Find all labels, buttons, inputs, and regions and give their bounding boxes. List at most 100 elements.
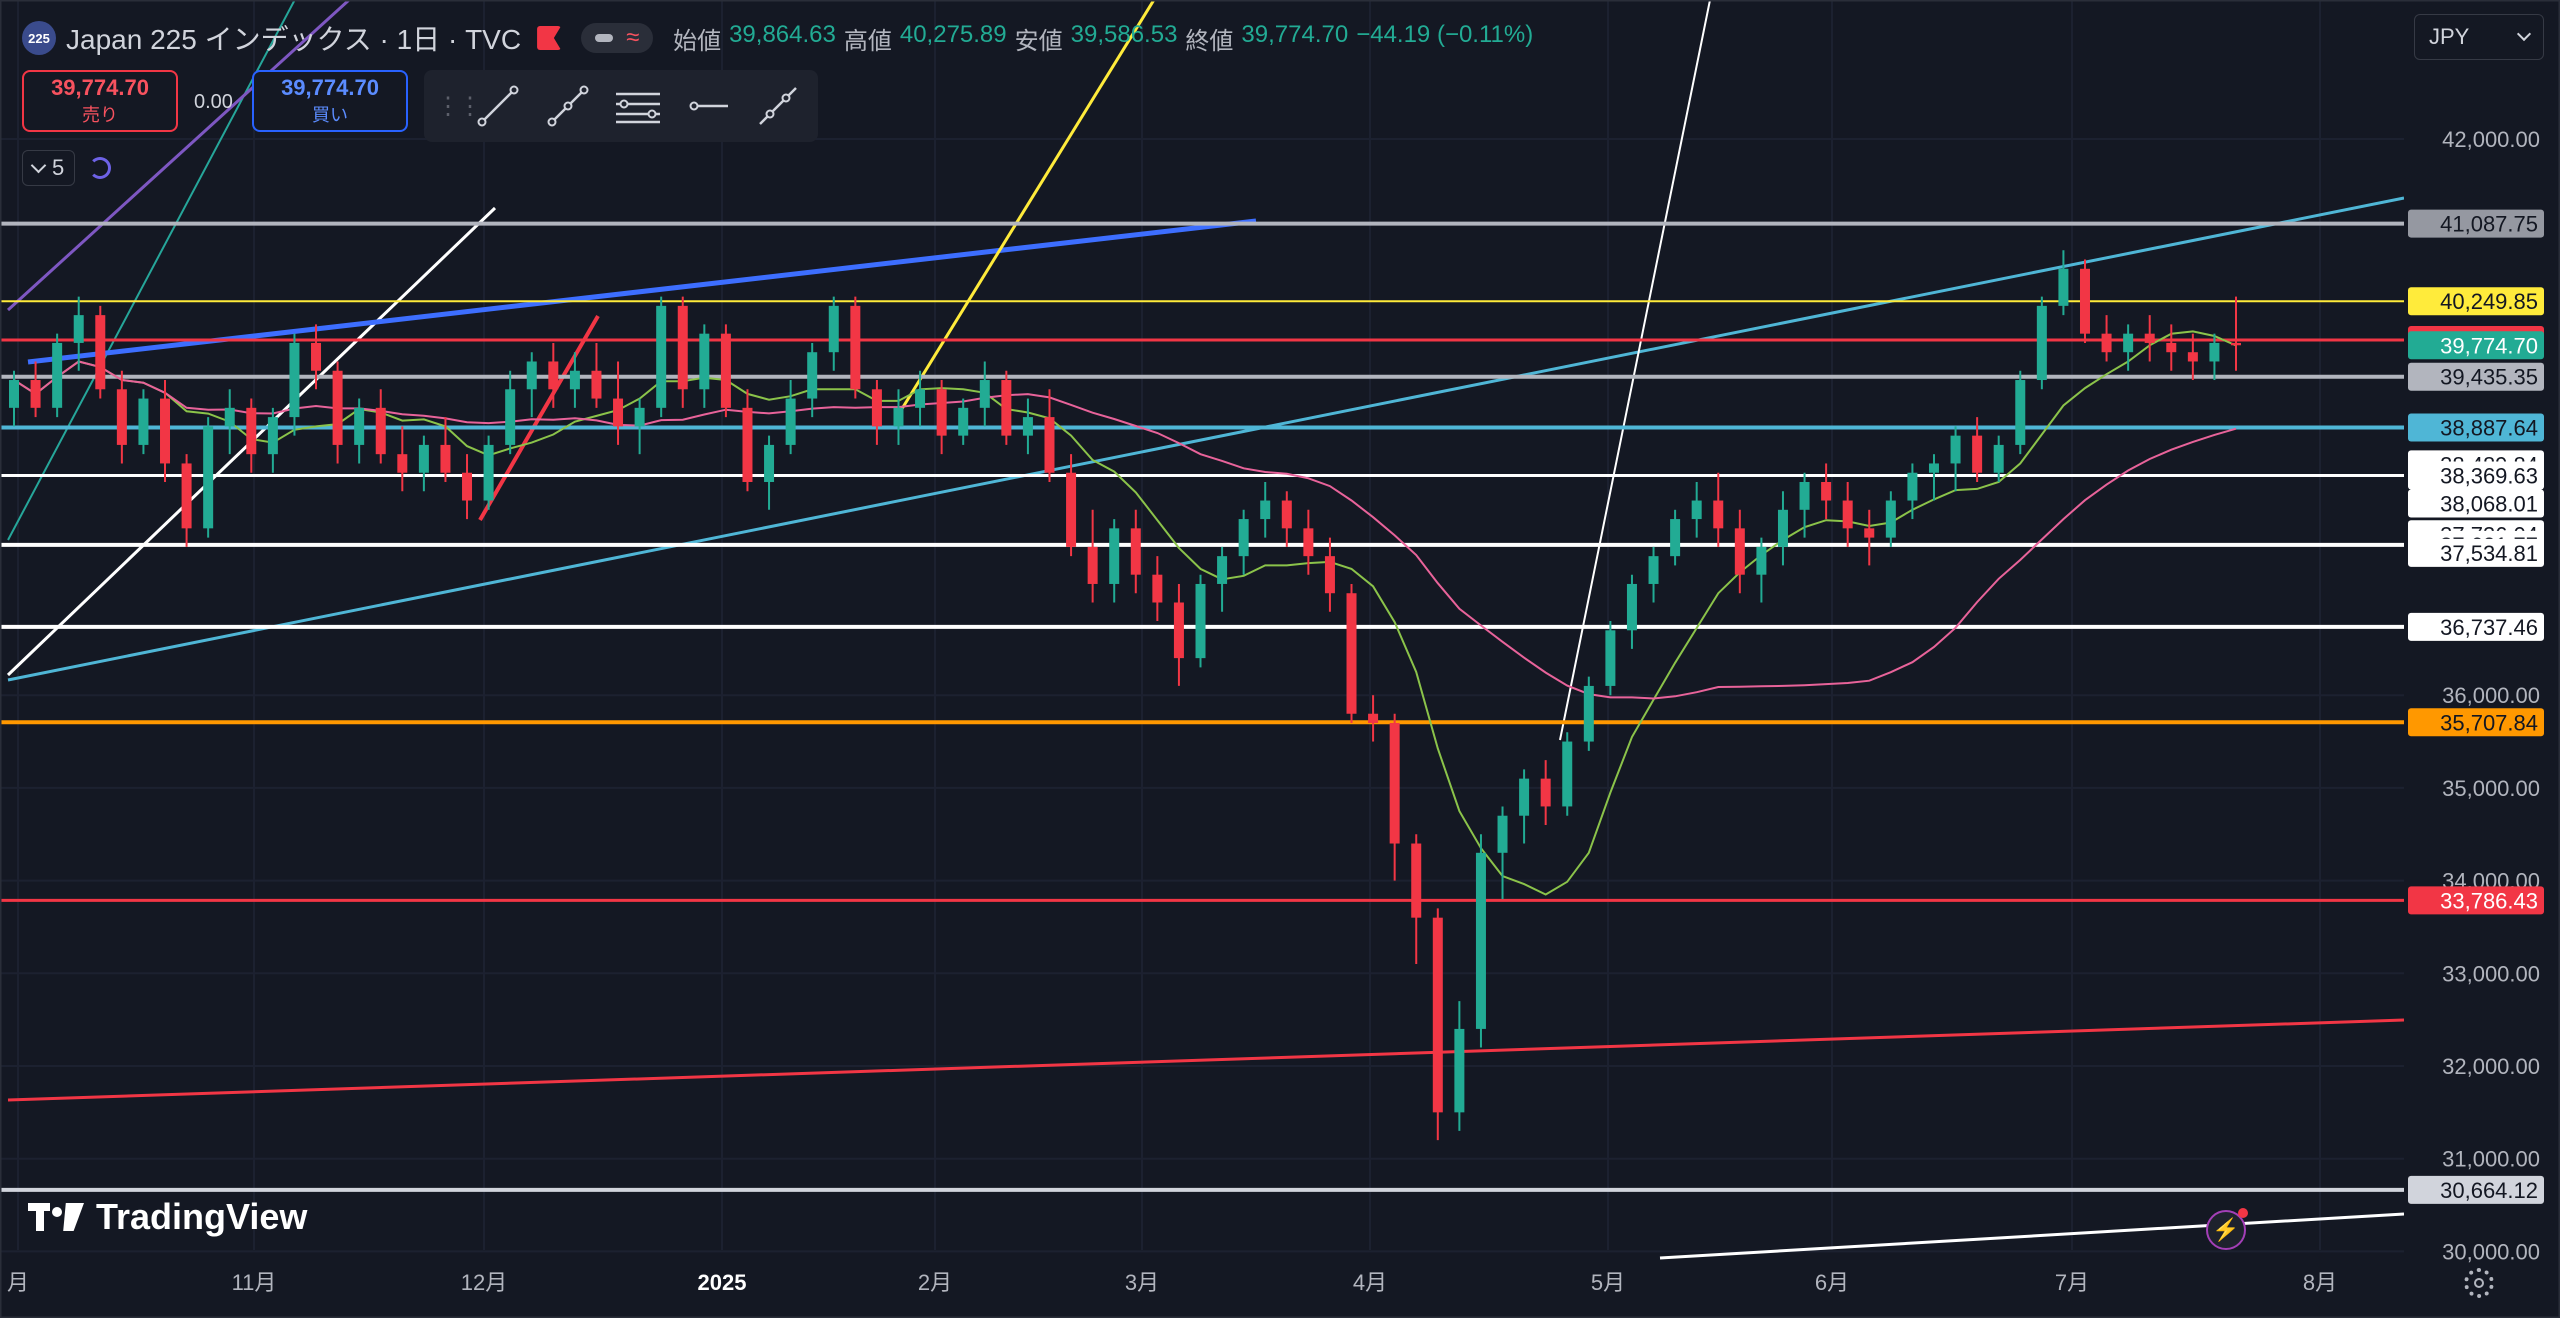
candle-body (1475, 852, 1486, 1029)
candle-body (1734, 528, 1745, 575)
candle-body (915, 389, 926, 408)
time-tick-label: 4月 (1353, 1270, 1387, 1295)
buy-price: 39,774.70 (281, 75, 379, 100)
candle-body (742, 407, 753, 482)
sync-icon[interactable] (89, 157, 112, 179)
candle-body (267, 417, 278, 455)
symbol-badge: 225 (22, 21, 56, 55)
spread-value: 0.00 (194, 91, 233, 113)
price-label: 38,369.63 (2440, 464, 2538, 489)
trend-line (1559, 0, 1711, 741)
price-label: 39,435.35 (2440, 365, 2538, 390)
price-label: 40,249.85 (2440, 289, 2538, 314)
indicator-count: 5 (52, 155, 65, 180)
candle-body (246, 407, 257, 455)
drawing-toolbar: ⋮⋮ (424, 70, 818, 142)
multi-point-line-tool[interactable] (540, 78, 596, 134)
candle-body (1605, 630, 1616, 686)
candle-body (1519, 778, 1530, 816)
candle-body (2036, 305, 2047, 381)
candle-body (73, 315, 84, 343)
low-label: 安値 (1014, 27, 1063, 55)
sell-label: 売り (82, 105, 118, 125)
buy-button[interactable]: 39,774.70 買い (252, 70, 408, 132)
candle-body (1324, 556, 1335, 594)
eye-icon (594, 34, 613, 42)
sell-button[interactable]: 39,774.70 売り (22, 70, 178, 132)
candle-body (462, 472, 473, 501)
candle-body (2187, 352, 2198, 362)
candle-body (1756, 546, 1767, 575)
time-tick-label: 3月 (1125, 1270, 1159, 1295)
candle-body (1368, 713, 1379, 724)
time-tick-label: 8月 (2303, 1270, 2337, 1295)
settings-gear-icon[interactable] (2464, 1268, 2494, 1298)
price-label: 38,068.01 (2440, 491, 2538, 516)
lightning-icon: ⚡ (2212, 1217, 2240, 1242)
flag-icon[interactable] (537, 26, 562, 50)
candle-body (224, 407, 235, 427)
candle-body (2123, 333, 2134, 353)
candle-body (1626, 583, 1637, 631)
trend-line (7, 0, 296, 541)
candle-body (1497, 815, 1508, 853)
candle-body (958, 407, 969, 436)
trend-line (1659, 1212, 2405, 1260)
indicator-row: 5 (22, 150, 112, 186)
currency-value: JPY (2429, 24, 2470, 49)
candle-body (418, 444, 429, 473)
candle-body (440, 444, 451, 473)
chevron-down-icon (30, 157, 47, 173)
alert-button[interactable]: ⚡ (2206, 1208, 2248, 1250)
trend-line-tool[interactable] (470, 78, 526, 134)
candle-body (1950, 435, 1961, 464)
brand-name: TradingView (96, 1196, 308, 1237)
candle-body (2101, 333, 2112, 353)
candle-body (1001, 380, 1012, 436)
candle-body (1411, 843, 1422, 918)
price-tick-label: 32,000.00 (2442, 1054, 2540, 1079)
candle-body (138, 398, 149, 445)
price-label: 37,534.81 (2440, 541, 2538, 566)
price-label-bg (2408, 331, 2544, 360)
ray-tool[interactable] (680, 78, 736, 134)
candle-body (936, 389, 947, 436)
candle-body (181, 463, 192, 529)
candle-body (634, 407, 645, 427)
candle-body (2209, 342, 2220, 362)
symbol-title[interactable]: Japan 225 インデックス · 1日 · TVC (66, 24, 522, 55)
candle-body (375, 407, 386, 455)
trend-line (6, 0, 352, 312)
candle-body (397, 454, 408, 473)
price-label-bg (2408, 362, 2544, 391)
extended-line-tool[interactable] (750, 78, 806, 134)
currency-select[interactable]: JPY (2414, 14, 2544, 60)
drag-handle-icon[interactable]: ⋮⋮ (436, 92, 482, 120)
trend-line (27, 218, 1257, 365)
trend-line (478, 314, 600, 522)
visibility-toggle[interactable]: ≈ (581, 23, 654, 53)
candle-body (354, 407, 365, 445)
candle-body (1842, 500, 1853, 529)
buy-label: 買い (312, 105, 348, 125)
horizontal-lines-tool[interactable] (610, 78, 666, 134)
candle-body (1885, 500, 1896, 538)
low-value: 39,586.53 (1070, 20, 1178, 48)
candle-body (526, 361, 537, 390)
candle-body (2144, 333, 2155, 343)
time-axis: 月 11月 12月 2025 2月 3月 4月 5月 6月 7月 8月 (7, 1270, 2337, 1295)
candle-body (764, 444, 775, 482)
candle-body (871, 389, 882, 427)
candle-body (1648, 556, 1659, 584)
indicators-collapse-button[interactable]: 5 (22, 150, 76, 186)
price-label-bg (2408, 886, 2544, 915)
candle-body (1217, 556, 1228, 584)
candle-body (30, 380, 41, 408)
time-tick-label: 7月 (2055, 1270, 2089, 1295)
price-label-bg (2408, 461, 2544, 490)
candle-body (1087, 546, 1098, 584)
price-label-bg (2408, 538, 2544, 567)
candle-body (1066, 472, 1077, 547)
close-label: 終値 (1185, 27, 1234, 55)
